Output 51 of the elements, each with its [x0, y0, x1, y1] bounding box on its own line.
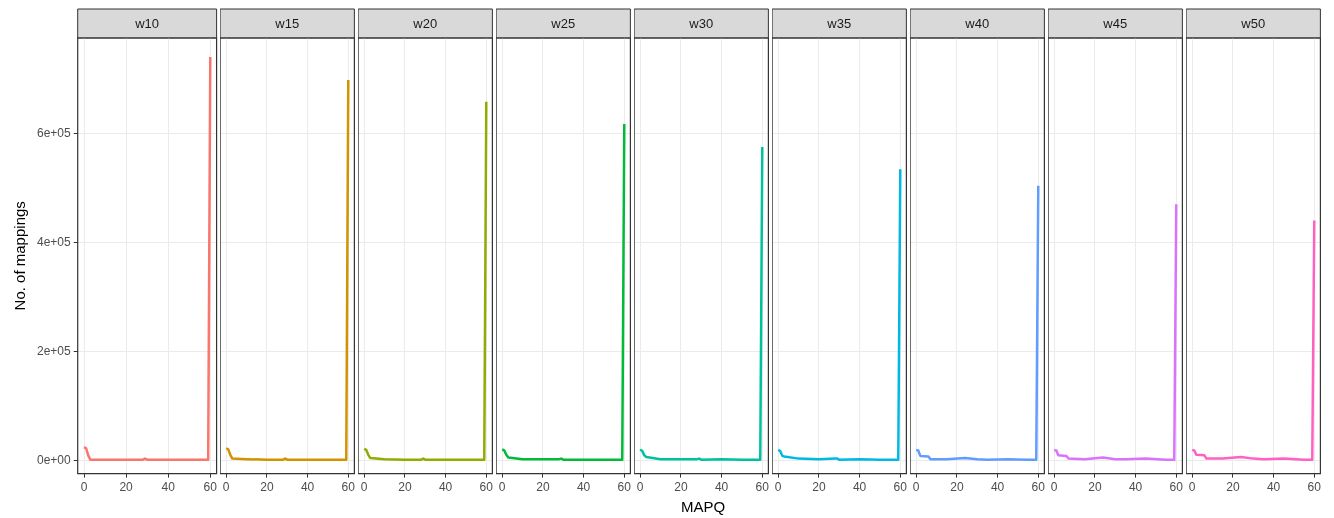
x-tick-label: 40 [438, 480, 453, 495]
x-tick-label: 20 [950, 480, 964, 495]
x-tick-label: 0 [1188, 480, 1196, 495]
x-tick-label: 60 [755, 480, 770, 495]
x-tick-label: 40 [1128, 480, 1143, 495]
chart-title: w25 [550, 15, 576, 31]
x-tick-label: 60 [1031, 480, 1046, 495]
y-tick-label: 6e+05 [37, 125, 72, 140]
x-tick-label: 60 [617, 480, 632, 495]
y-tick-label: 2e+05 [37, 343, 72, 358]
x-tick-label: 40 [990, 480, 1005, 495]
y-axis-title: No. of mappings [11, 201, 29, 311]
chart-title: w20 [412, 15, 438, 31]
x-axis-title: MAPQ [679, 498, 727, 515]
x-tick-label: 40 [1266, 480, 1281, 495]
x-tick-label: 60 [203, 480, 218, 495]
x-tick-label: 60 [1169, 480, 1184, 495]
chart-title: w50 [1240, 15, 1266, 31]
x-tick-label: 20 [398, 480, 412, 495]
x-tick-label: 20 [536, 480, 550, 495]
x-tick-label: 0 [498, 480, 506, 495]
x-tick-label: 40 [852, 480, 867, 495]
x-tick-label: 0 [80, 480, 88, 495]
y-tick-label: 0e+00 [37, 452, 72, 467]
x-tick-label: 20 [674, 480, 688, 495]
chart-title: w35 [826, 15, 852, 31]
chart-title: w30 [688, 15, 714, 31]
x-tick-label: 0 [912, 480, 920, 495]
chart-title: w10 [134, 15, 160, 31]
x-tick-label: 0 [222, 480, 230, 495]
x-tick-label: 0 [1050, 480, 1058, 495]
x-tick-label: 0 [774, 480, 782, 495]
x-tick-label: 60 [1307, 480, 1322, 495]
x-tick-label: 20 [1226, 480, 1240, 495]
x-tick-label: 40 [714, 480, 729, 495]
x-tick-label: 20 [812, 480, 826, 495]
y-tick-label: 4e+05 [37, 234, 72, 249]
x-tick-label: 0 [360, 480, 368, 495]
chart-title: w15 [274, 15, 300, 31]
x-tick-label: 20 [119, 480, 134, 495]
chart-title: w40 [964, 15, 990, 31]
chart-title: w45 [1102, 15, 1128, 31]
x-tick-label: 40 [161, 480, 176, 495]
x-tick-label: 20 [1088, 480, 1102, 495]
x-tick-label: 40 [576, 480, 591, 495]
x-tick-label: 20 [260, 480, 274, 495]
x-tick-label: 60 [893, 480, 908, 495]
x-tick-label: 40 [300, 480, 315, 495]
x-tick-label: 60 [341, 480, 356, 495]
x-tick-label: 60 [479, 480, 494, 495]
x-tick-label: 0 [636, 480, 644, 495]
